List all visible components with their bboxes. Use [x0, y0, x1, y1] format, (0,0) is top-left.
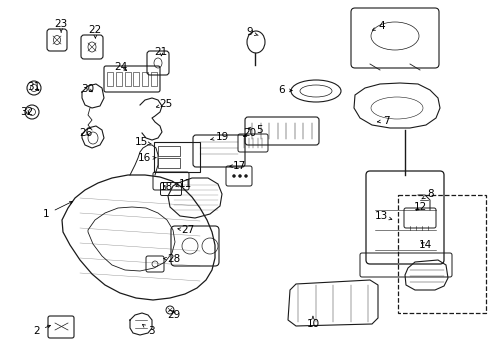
Text: 25: 25	[156, 99, 173, 109]
Text: 20: 20	[243, 128, 255, 138]
Text: 30: 30	[81, 84, 94, 94]
Text: 13: 13	[374, 211, 391, 221]
Text: 21: 21	[154, 47, 168, 57]
Ellipse shape	[238, 175, 241, 177]
Text: 3: 3	[142, 324, 155, 336]
Bar	[124, 72, 130, 86]
Text: 18: 18	[159, 182, 173, 192]
Text: 27: 27	[178, 225, 195, 235]
Text: 12: 12	[413, 202, 427, 212]
Ellipse shape	[244, 175, 247, 177]
Bar	[154, 142, 200, 172]
Bar	[397, 195, 485, 313]
Text: 19: 19	[210, 132, 229, 142]
Text: 10: 10	[306, 316, 319, 329]
Bar	[151, 72, 157, 86]
Bar	[133, 72, 139, 86]
Text: 2: 2	[33, 325, 50, 336]
Ellipse shape	[232, 175, 235, 177]
Text: 24: 24	[114, 62, 128, 72]
Text: 8: 8	[421, 189, 433, 199]
Text: 22: 22	[88, 24, 102, 38]
Bar	[116, 72, 122, 86]
Text: 28: 28	[163, 254, 180, 264]
Text: 1: 1	[43, 201, 72, 219]
Text: 5: 5	[247, 125, 262, 135]
Text: 29: 29	[166, 310, 180, 320]
Bar	[107, 72, 113, 86]
Text: 23: 23	[54, 19, 68, 32]
Text: 7: 7	[377, 116, 389, 126]
Text: 32: 32	[20, 107, 34, 117]
Text: 17: 17	[229, 161, 246, 171]
Text: 15: 15	[135, 137, 151, 147]
Text: 14: 14	[418, 240, 431, 250]
Text: 4: 4	[371, 21, 384, 31]
Bar	[142, 72, 148, 86]
Text: 11: 11	[176, 179, 192, 189]
Bar	[158, 146, 180, 156]
Bar	[158, 158, 180, 168]
Text: 26: 26	[79, 128, 92, 138]
Text: 9: 9	[245, 27, 258, 37]
Text: 6: 6	[277, 85, 292, 95]
Text: 31: 31	[27, 82, 41, 92]
Text: 16: 16	[137, 153, 156, 163]
